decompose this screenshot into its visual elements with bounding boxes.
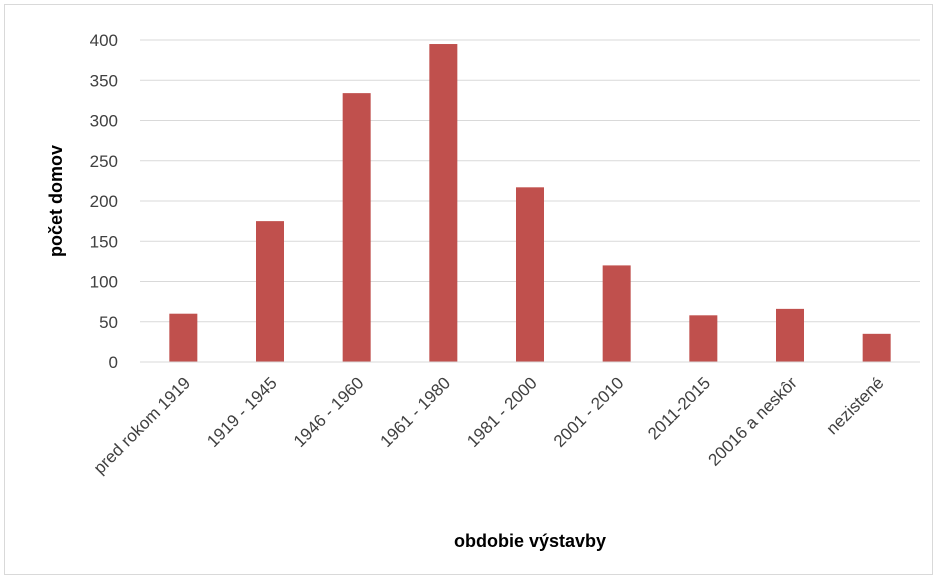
bar-1 [256, 221, 284, 362]
bar-8 [862, 333, 891, 362]
bar-2 [342, 93, 371, 362]
bar-0 [169, 313, 198, 362]
y-tick-label: 200 [90, 192, 118, 211]
y-axis-title: počet domov [46, 145, 66, 257]
y-tick-label: 250 [90, 152, 118, 171]
bar-3 [429, 44, 458, 363]
y-tick-label: 300 [90, 112, 118, 131]
x-tick-label: 1946 - 1960 [290, 373, 368, 451]
y-tick-label: 350 [90, 71, 118, 90]
bar-4 [516, 187, 544, 362]
x-tick-label: 1919 - 1945 [203, 373, 281, 451]
x-axis-title: obdobie výstavby [454, 531, 606, 551]
bar-5 [602, 265, 631, 362]
bar-7 [776, 308, 804, 362]
x-tick-label: 2001 - 2010 [550, 373, 628, 451]
x-axis-ticks: pred rokom 1919 1919 - 1945 1946 - 1960 196… [90, 373, 888, 478]
x-tick-label: pred rokom 1919 [90, 373, 194, 477]
chart-frame [4, 4, 933, 575]
y-tick-label: 50 [99, 313, 118, 332]
x-tick-label: 20016 a neskôr [705, 373, 802, 470]
y-tick-label: 400 [90, 31, 118, 50]
x-tick-label: 2011-2015 [644, 373, 714, 443]
x-tick-label: nezistené [823, 373, 888, 438]
y-tick-label: 150 [90, 232, 118, 251]
y-axis-ticks: 0 50 100 150 200 250 300 350 400 [90, 31, 118, 372]
y-tick-label: 0 [109, 353, 118, 372]
x-tick-label: 1981 - 2000 [463, 373, 541, 451]
bars [169, 44, 891, 363]
y-tick-label: 100 [90, 273, 118, 292]
bar-6 [689, 315, 718, 362]
x-tick-label: 1961 - 1980 [377, 373, 455, 451]
